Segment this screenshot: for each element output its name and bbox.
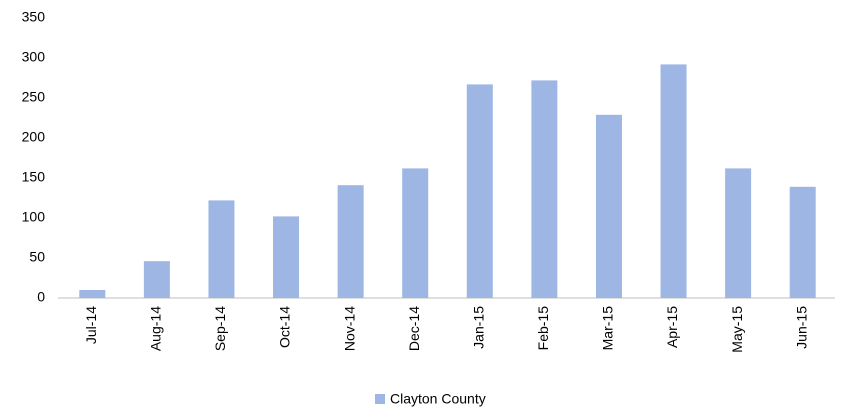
bar: [531, 80, 558, 299]
bar: [660, 64, 687, 299]
bar: [208, 200, 235, 298]
bar: [725, 168, 752, 298]
y-tick-label: 250: [22, 89, 46, 105]
bar: [789, 186, 816, 298]
x-tick-label: Oct-14: [277, 306, 293, 348]
bar: [143, 261, 170, 298]
y-tick-label: 100: [22, 209, 46, 225]
y-tick-label: 350: [22, 9, 46, 25]
x-tick-label: Feb-15: [535, 306, 551, 351]
y-tick-label: 300: [22, 49, 46, 65]
bar: [466, 84, 493, 299]
y-tick-label: 0: [37, 289, 45, 305]
bar: [595, 114, 622, 298]
x-tick-label: Dec-14: [406, 306, 422, 351]
bar: [273, 216, 300, 298]
x-tick-label: Sep-14: [212, 306, 228, 351]
bar: [402, 168, 429, 298]
x-tick-label: Mar-15: [600, 306, 616, 351]
x-tick-label: May-15: [729, 306, 745, 353]
x-tick-label: Jul-14: [83, 306, 99, 344]
x-tick-label: Jan-15: [470, 306, 486, 349]
x-tick-label: Apr-15: [664, 306, 680, 348]
y-tick-label: 50: [29, 249, 45, 265]
x-tick-label: Nov-14: [341, 306, 357, 351]
x-tick-label: Jun-15: [793, 306, 809, 349]
bar: [79, 290, 106, 298]
bar: [337, 185, 364, 298]
legend-swatch: [375, 394, 385, 404]
x-tick-label: Aug-14: [148, 306, 164, 351]
y-tick-label: 150: [22, 169, 46, 185]
y-tick-label: 200: [22, 129, 46, 145]
legend-label: Clayton County: [390, 391, 486, 407]
